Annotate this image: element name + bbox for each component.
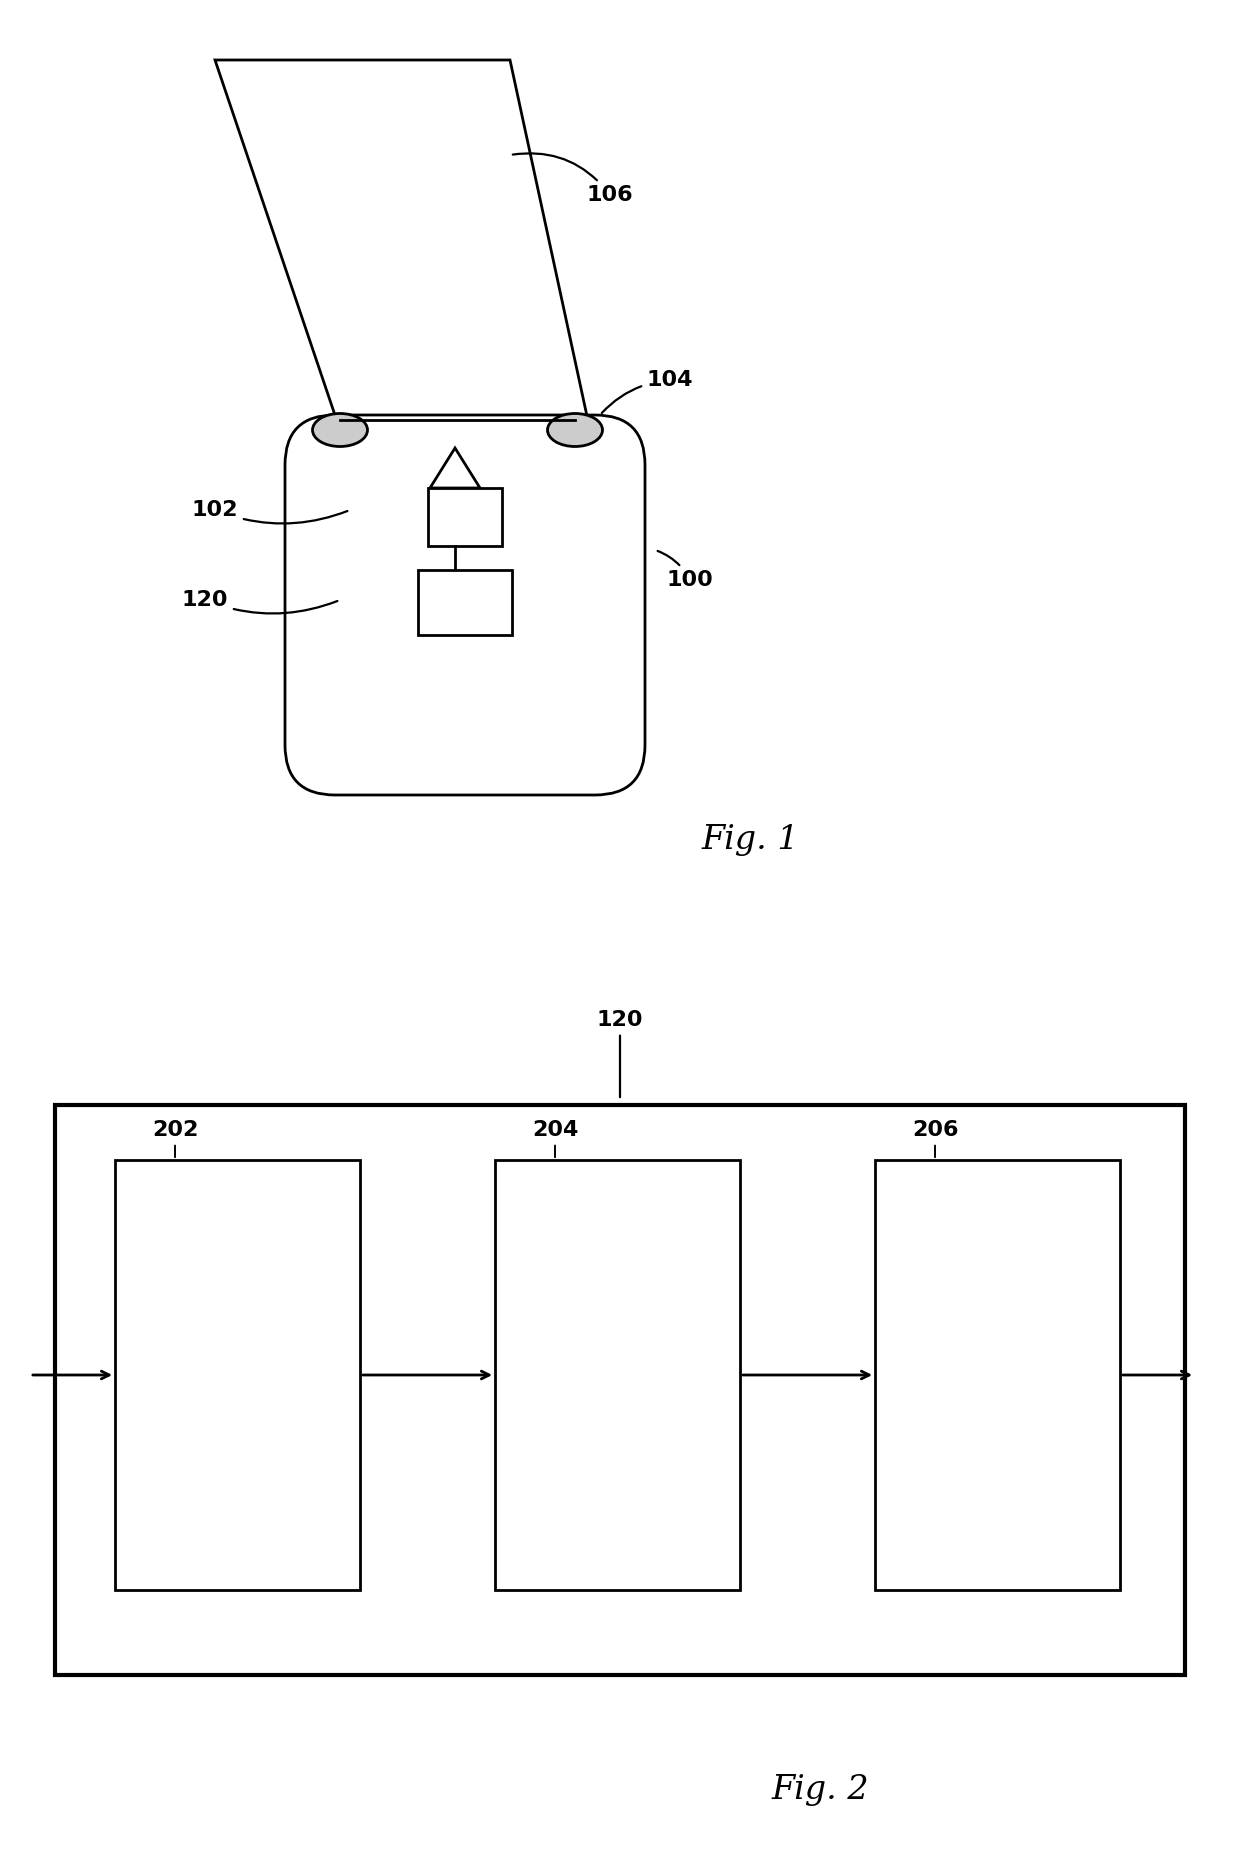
FancyBboxPatch shape: [285, 415, 645, 795]
Text: 120: 120: [596, 1009, 644, 1097]
Text: Fig. 2: Fig. 2: [771, 1774, 869, 1806]
Text: 202: 202: [151, 1121, 198, 1156]
Text: 104: 104: [601, 371, 693, 413]
Text: 204: 204: [532, 1121, 578, 1156]
Text: 102: 102: [192, 501, 347, 523]
Text: 120: 120: [182, 590, 337, 613]
Text: 206: 206: [911, 1121, 959, 1156]
Bar: [115, 1160, 360, 1590]
Text: Fig. 1: Fig. 1: [701, 825, 799, 857]
Ellipse shape: [548, 413, 603, 447]
Bar: [55, 1104, 1185, 1676]
Ellipse shape: [312, 413, 367, 447]
Bar: [418, 570, 512, 635]
Bar: [495, 1160, 740, 1590]
Text: 106: 106: [513, 153, 634, 205]
Text: 100: 100: [657, 551, 713, 590]
Bar: [428, 488, 502, 546]
Bar: [875, 1160, 1120, 1590]
